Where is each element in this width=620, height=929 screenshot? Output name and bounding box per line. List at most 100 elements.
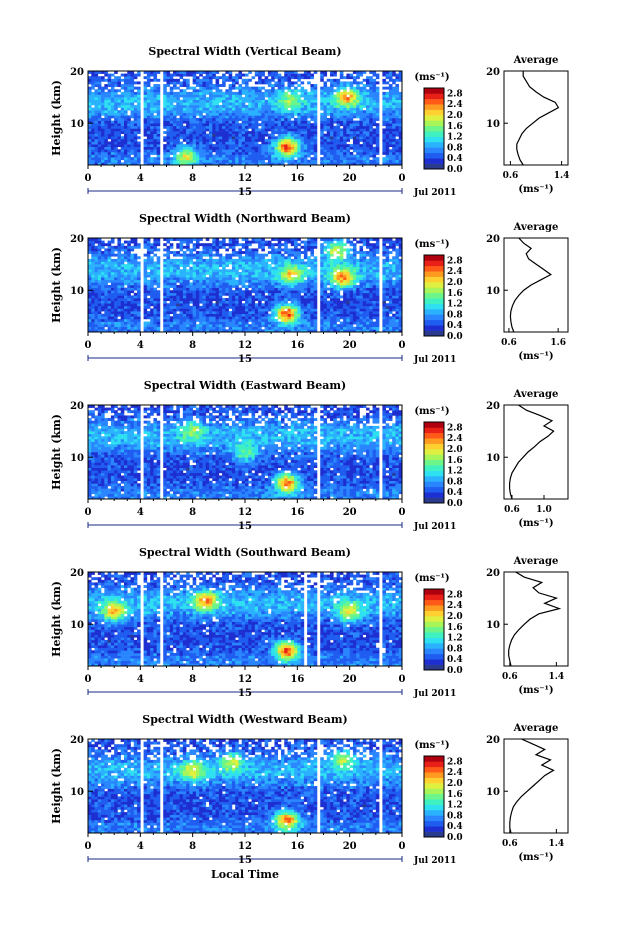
heatmap-cell xyxy=(173,295,177,299)
heatmap-cell xyxy=(261,274,265,278)
heatmap-cell xyxy=(212,318,216,322)
heatmap-cell xyxy=(189,107,193,111)
heatmap-cell xyxy=(287,97,292,101)
heatmap-cell xyxy=(156,123,161,127)
heatmap-cell xyxy=(271,151,275,155)
heatmap-cell xyxy=(382,118,386,121)
colorbar-bin xyxy=(424,158,444,164)
heatmap-cell xyxy=(307,149,311,153)
heatmap-cell xyxy=(166,305,171,309)
heatmap-cell xyxy=(339,99,344,103)
heatmap-cell xyxy=(277,136,282,140)
heatmap-cell xyxy=(150,141,154,145)
heatmap-cell xyxy=(346,138,350,142)
heatmap-cell xyxy=(294,71,298,74)
heatmap-cell xyxy=(215,94,220,98)
heatmap-cell xyxy=(153,84,157,87)
heatmap-cell xyxy=(186,324,190,328)
heatmap-cell xyxy=(271,313,275,317)
heatmap-cell xyxy=(359,107,364,111)
heatmap-cell xyxy=(238,84,243,87)
heatmap-cell xyxy=(179,274,184,278)
heatmap-cell xyxy=(117,282,122,286)
heatmap-cell xyxy=(231,285,236,288)
heatmap-cell xyxy=(97,136,102,140)
heatmap-cell xyxy=(150,115,154,119)
heatmap-cell xyxy=(382,99,386,103)
heatmap-cell xyxy=(88,138,92,142)
heatmap-cell xyxy=(163,157,167,161)
heatmap-cell xyxy=(169,99,174,103)
heatmap-cell xyxy=(150,125,154,129)
heatmap-cell xyxy=(392,138,396,142)
heatmap-cell xyxy=(133,316,138,320)
heatmap-cell xyxy=(156,136,161,140)
heatmap-cell xyxy=(114,123,118,127)
heatmap-cell xyxy=(218,285,223,288)
heatmap-cell xyxy=(362,149,367,153)
heatmap-cell xyxy=(280,104,285,108)
heatmap-cell xyxy=(94,251,99,254)
heatmap-cell xyxy=(225,138,229,142)
heatmap-cell xyxy=(88,146,92,150)
heatmap-cell xyxy=(258,102,262,106)
heatmap-cell xyxy=(388,157,393,161)
heatmap-cell xyxy=(235,329,239,333)
heatmap-cell xyxy=(231,258,236,262)
heatmap-cell xyxy=(238,133,243,137)
heatmap-cell xyxy=(179,136,184,140)
heatmap-cell xyxy=(123,154,128,158)
heatmap-cell xyxy=(169,91,174,95)
panel-title: Spectral Width (Vertical Beam) xyxy=(148,45,341,58)
heatmap-cell xyxy=(212,253,216,257)
heatmap-cell xyxy=(326,104,331,108)
heatmap-cell xyxy=(366,123,370,127)
heatmap-cell xyxy=(215,71,220,74)
heatmap-cell xyxy=(169,157,174,161)
heatmap-cell xyxy=(97,238,102,241)
heatmap-cell xyxy=(258,94,262,98)
heatmap-cell xyxy=(169,110,174,114)
heatmap-cell xyxy=(225,253,229,257)
heatmap-cell xyxy=(127,115,131,119)
heatmap-cell xyxy=(274,311,279,315)
heatmap-cell xyxy=(320,131,324,134)
heatmap-cell xyxy=(179,104,184,108)
heatmap-cell xyxy=(254,311,259,315)
heatmap-cell xyxy=(153,279,157,283)
heatmap-cell xyxy=(356,112,360,116)
heatmap-cell xyxy=(251,138,256,142)
heatmap-cell xyxy=(101,264,105,268)
heatmap-cell xyxy=(375,151,380,155)
heatmap-cell xyxy=(192,123,197,127)
heatmap-cell xyxy=(274,84,279,87)
heatmap-cell xyxy=(94,271,99,275)
heatmap-cell xyxy=(231,298,236,301)
heatmap-cell xyxy=(104,112,108,116)
heatmap-cell xyxy=(202,261,207,265)
heatmap-cell xyxy=(195,324,200,328)
heatmap-cell xyxy=(290,76,295,80)
heatmap-cell xyxy=(392,149,396,153)
heatmap-cell xyxy=(280,99,285,103)
heatmap-cell xyxy=(186,91,190,95)
heatmap-cell xyxy=(114,120,118,124)
heatmap-cell xyxy=(362,104,367,108)
heatmap-cell xyxy=(261,99,265,103)
heatmap-cell xyxy=(339,115,344,119)
heatmap-cell xyxy=(218,136,223,140)
heatmap-cell xyxy=(222,118,226,121)
heatmap-cell xyxy=(372,99,377,103)
heatmap-cell xyxy=(114,159,118,163)
heatmap-cell xyxy=(320,125,324,129)
heatmap-cell xyxy=(352,76,357,80)
heatmap-cell xyxy=(163,279,167,283)
heatmap-cell xyxy=(251,251,256,254)
heatmap-cell xyxy=(169,258,174,262)
heatmap-cell xyxy=(366,136,370,140)
heatmap-cell xyxy=(274,141,279,145)
heatmap-cell xyxy=(94,115,99,119)
heatmap-cell xyxy=(323,151,328,155)
heatmap-cell xyxy=(110,300,115,304)
heatmap-cell xyxy=(280,264,285,268)
